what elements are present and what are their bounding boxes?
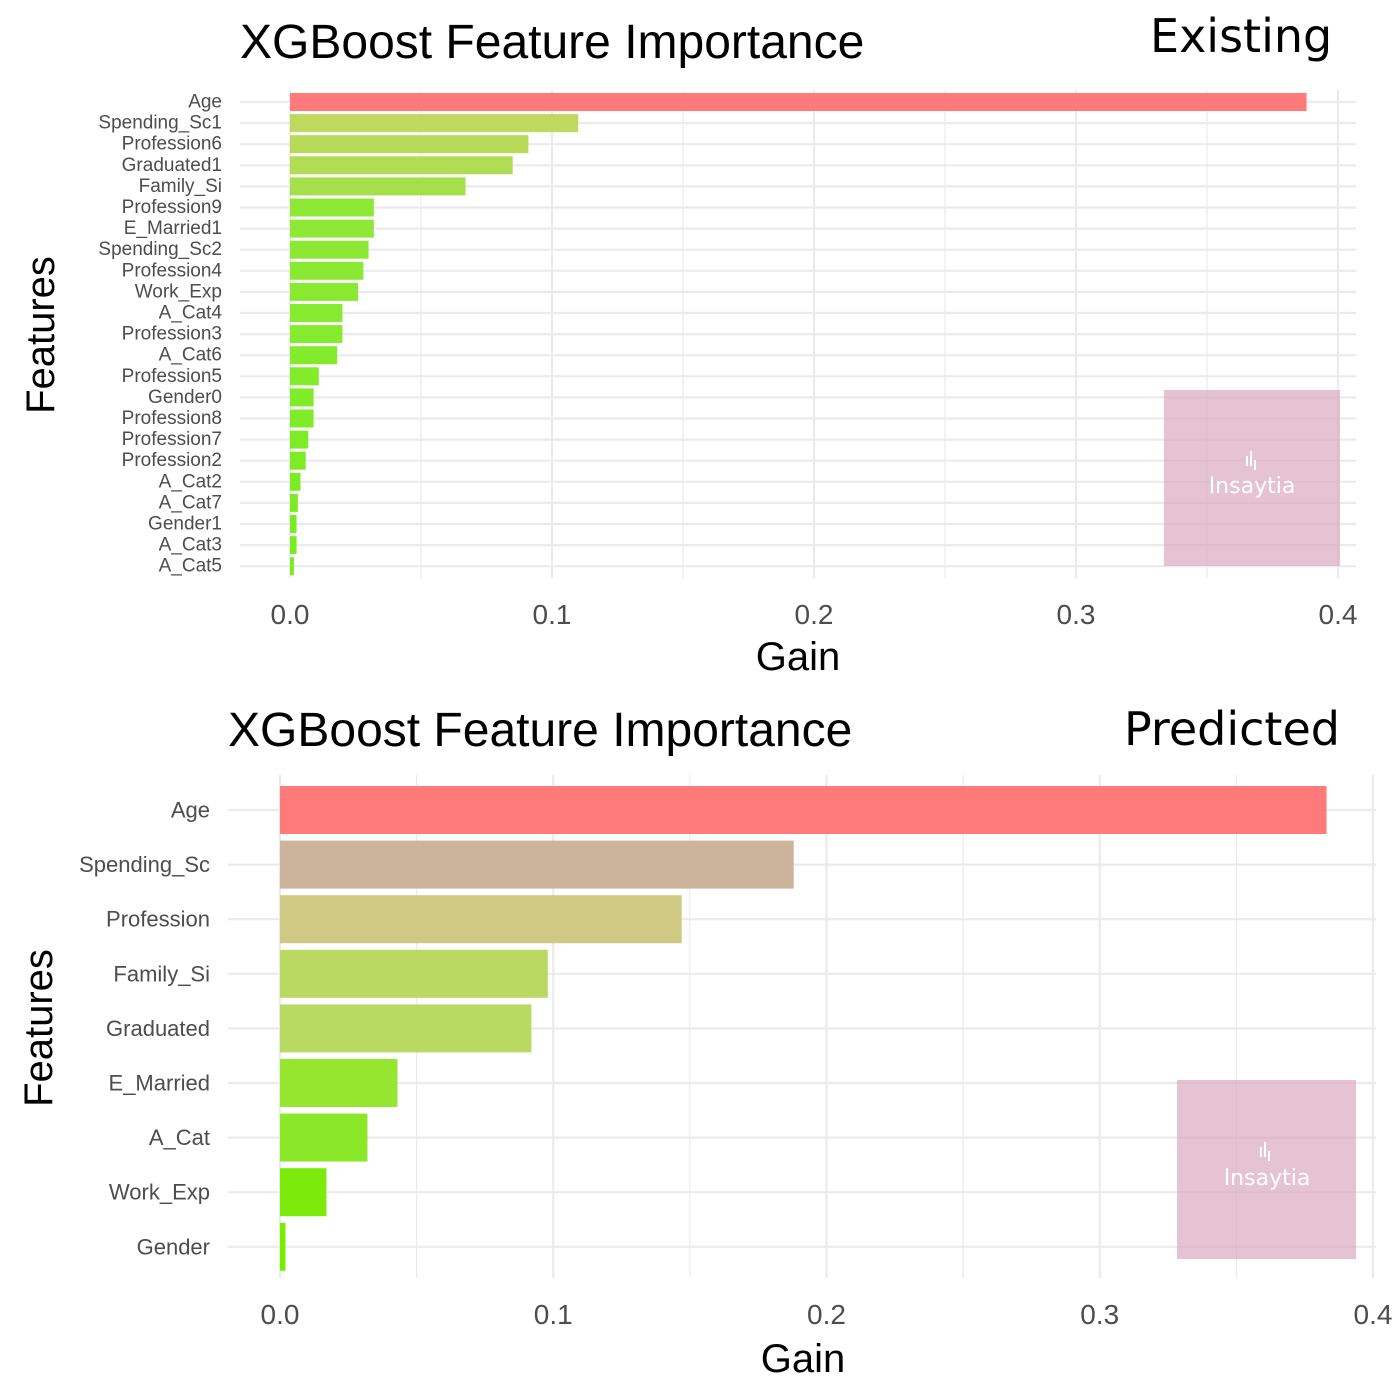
- bar-work-exp: [280, 1168, 327, 1217]
- bar-profession8: [290, 409, 314, 428]
- bar-profession2: [290, 451, 306, 470]
- bar-profession: [280, 895, 682, 944]
- y-tick-label: Age: [188, 92, 222, 113]
- existing-chart: XGBoost Feature Importance Existing AgeS…: [19, 9, 1357, 679]
- bar-graduated1: [290, 156, 513, 175]
- y-tick-label: A_Cat2: [159, 471, 222, 492]
- y-tick-label: Family_Si: [113, 961, 210, 986]
- x-tick-label: 0.3: [1057, 599, 1096, 630]
- watermark-box: [1164, 390, 1340, 566]
- bar-profession3: [290, 325, 343, 344]
- bar-profession9: [290, 198, 374, 217]
- bar-gender0: [290, 388, 314, 407]
- x-tick-label: 0.3: [1080, 1299, 1119, 1330]
- y-tick-label: E_Married1: [124, 218, 222, 239]
- y-tick-label: E_Married: [109, 1071, 210, 1096]
- y-tick-label: Profession: [106, 907, 210, 932]
- bar-a-cat: [280, 1113, 368, 1162]
- predicted-chart-watermark: Insaytia: [1177, 1080, 1356, 1259]
- bar-gender: [280, 1222, 286, 1271]
- watermark-text: Insaytia: [1209, 474, 1296, 499]
- y-tick-label: Spending_Sc1: [98, 113, 222, 134]
- predicted-chart-bars: [280, 786, 1327, 1271]
- bar-a-cat5: [290, 557, 294, 576]
- insaytia-logo-icon: [1246, 451, 1256, 470]
- y-tick-label: Profession6: [122, 134, 222, 155]
- watermark-box: [1177, 1080, 1356, 1259]
- y-tick-label: Spending_Sc: [79, 852, 210, 877]
- y-tick-label: Work_Exp: [109, 1180, 210, 1205]
- y-tick-label: Profession9: [122, 197, 222, 218]
- y-tick-label: A_Cat5: [159, 556, 222, 577]
- bar-spending-sc2: [290, 240, 369, 259]
- existing-chart-y-axis-title: Features: [19, 256, 63, 414]
- y-tick-label: A_Cat3: [159, 535, 222, 556]
- predicted-chart-y-tick-labels: Age Spending_Sc Profession Family_Si Graduat…: [79, 798, 210, 1260]
- bar-profession5: [290, 367, 319, 386]
- bar-a-cat3: [290, 536, 297, 555]
- predicted-chart-x-axis-title: Gain: [761, 1337, 846, 1381]
- y-tick-label: Spending_Sc2: [98, 239, 222, 260]
- bar-family-si: [280, 949, 548, 998]
- x-tick-label: 0.1: [534, 1299, 573, 1330]
- existing-chart-bars: [290, 93, 1307, 576]
- existing-chart-x-tick-labels: 0.0 0.1 0.2 0.3 0.4: [271, 599, 1358, 630]
- bar-spending-sc1: [290, 114, 579, 133]
- y-tick-label: Profession5: [122, 366, 222, 387]
- predicted-chart-tag: Predicted: [1124, 702, 1340, 756]
- existing-chart-title: XGBoost Feature Importance: [240, 16, 864, 69]
- x-tick-label: 0.4: [1319, 599, 1358, 630]
- insaytia-logo-icon: [1260, 1142, 1270, 1161]
- y-tick-label: Profession3: [122, 324, 222, 345]
- predicted-chart-x-tick-labels: 0.0 0.1 0.2 0.3 0.4: [261, 1299, 1393, 1330]
- x-tick-label: 0.2: [807, 1299, 846, 1330]
- bar-profession4: [290, 261, 364, 280]
- bar-a-cat2: [290, 472, 301, 491]
- bar-e-married1: [290, 219, 374, 238]
- x-tick-label: 0.0: [271, 599, 310, 630]
- y-tick-label: Age: [171, 798, 210, 823]
- y-tick-label: A_Cat4: [159, 303, 223, 324]
- bar-e-married: [280, 1059, 398, 1107]
- y-tick-label: A_Cat6: [159, 345, 222, 366]
- predicted-chart-title: XGBoost Feature Importance: [228, 704, 852, 757]
- bar-profession6: [290, 135, 529, 154]
- existing-chart-y-tick-labels: AgeSpending_Sc1Profession6Graduated1Fami…: [98, 92, 222, 577]
- x-tick-label: 0.2: [795, 599, 834, 630]
- existing-chart-tag: Existing: [1150, 9, 1332, 63]
- y-tick-label: Work_Exp: [135, 281, 222, 302]
- bar-work-exp: [290, 282, 359, 301]
- bar-profession7: [290, 430, 309, 449]
- y-tick-label: Profession8: [122, 408, 222, 429]
- existing-chart-x-axis-title: Gain: [756, 635, 841, 679]
- bar-a-cat7: [290, 493, 298, 512]
- predicted-chart: XGBoost Feature Importance Predicted Age…: [17, 702, 1392, 1381]
- y-tick-label: Family_Si: [139, 176, 222, 197]
- bar-family-si: [290, 177, 466, 196]
- y-tick-label: Graduated1: [122, 155, 222, 176]
- y-tick-label: Graduated: [106, 1016, 210, 1041]
- y-tick-label: Profession4: [122, 260, 223, 281]
- bar-age: [280, 786, 1327, 834]
- y-tick-label: A_Cat: [149, 1125, 210, 1150]
- x-tick-label: 0.4: [1354, 1299, 1393, 1330]
- bar-a-cat4: [290, 304, 343, 322]
- y-tick-label: A_Cat7: [159, 492, 222, 513]
- x-tick-label: 0.0: [261, 1299, 300, 1330]
- watermark-text: Insaytia: [1224, 1166, 1311, 1191]
- y-tick-label: Gender0: [148, 387, 222, 408]
- bar-age: [290, 93, 1307, 111]
- y-tick-label: Profession7: [122, 429, 222, 450]
- y-tick-label: Gender: [137, 1234, 210, 1259]
- bar-gender1: [290, 515, 297, 533]
- y-tick-label: Profession2: [122, 450, 222, 471]
- predicted-chart-y-axis-title: Features: [17, 949, 61, 1107]
- x-tick-label: 0.1: [533, 599, 572, 630]
- y-tick-label: Gender1: [148, 514, 222, 535]
- bar-a-cat6: [290, 346, 338, 365]
- bar-graduated: [280, 1004, 532, 1053]
- existing-chart-watermark: Insaytia: [1164, 390, 1340, 566]
- bar-spending-sc: [280, 840, 794, 889]
